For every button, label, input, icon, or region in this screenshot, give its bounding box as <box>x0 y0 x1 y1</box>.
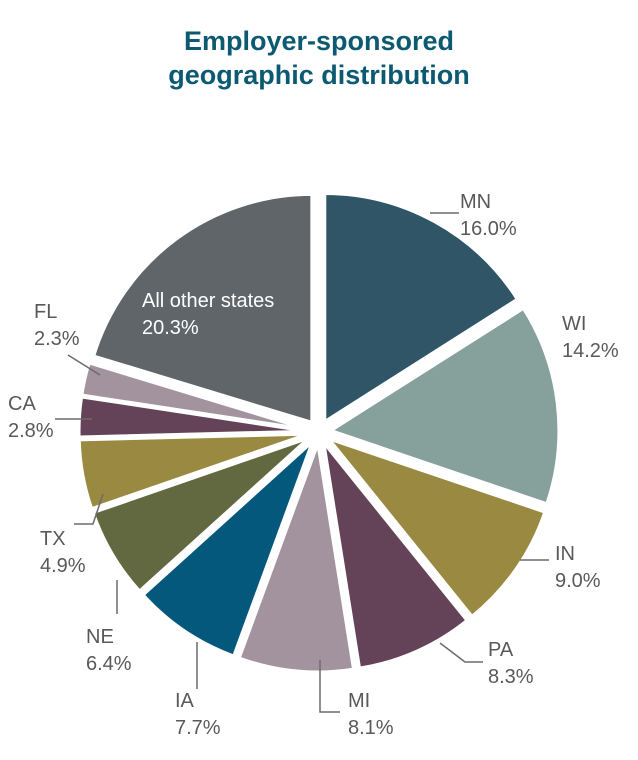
slice-label-pa: PA <box>488 639 514 661</box>
slice-label-all-other-states: All other states <box>142 290 274 312</box>
slice-value-ca: 2.8% <box>8 420 54 442</box>
pie-slice-tx <box>77 432 308 511</box>
pie-slice-pa <box>321 437 470 670</box>
chart-title: Employer-sponsored geographic distributi… <box>0 24 638 92</box>
slice-label-ca: CA <box>8 393 36 415</box>
pie-slice-ne <box>91 436 310 594</box>
slice-value-all-other-states: 20.3% <box>142 317 199 339</box>
slice-label-in: IN <box>555 543 575 565</box>
slice-value-pa: 8.3% <box>488 666 534 688</box>
slice-value-mn: 16.0% <box>460 218 517 240</box>
pie-slice-mi <box>237 438 356 674</box>
slice-value-ia: 7.7% <box>175 717 221 739</box>
slice-value-ne: 6.4% <box>86 653 132 675</box>
pie-slice-ia <box>141 440 314 658</box>
leader-line-mi <box>319 660 340 713</box>
slice-value-fl: 2.3% <box>34 328 80 350</box>
pie-slice-in <box>324 435 547 619</box>
slice-label-wi: WI <box>562 313 586 335</box>
chart-title-line-2: geographic distribution <box>168 60 470 90</box>
leader-line-pa <box>439 642 483 663</box>
slice-value-mi: 8.1% <box>348 717 394 739</box>
slice-label-ia: IA <box>175 690 195 712</box>
slice-label-mi: MI <box>348 690 370 712</box>
slice-label-mn: MN <box>460 191 491 213</box>
leader-line-fl <box>67 354 101 376</box>
pie-slice-ca <box>77 395 308 439</box>
pie-slice-all-other-states <box>91 192 314 425</box>
pie-slice-mn <box>323 191 520 425</box>
slice-label-tx: TX <box>40 528 66 550</box>
pie-slice-wi <box>327 306 561 506</box>
slice-label-fl: FL <box>34 301 57 323</box>
slice-value-in: 9.0% <box>555 570 601 592</box>
slice-label-ne: NE <box>86 626 114 648</box>
chart-title-line-1: Employer-sponsored <box>183 26 455 56</box>
pie-slice-fl <box>80 361 308 431</box>
slice-value-wi: 14.2% <box>562 340 619 362</box>
leader-line-tx <box>74 493 104 525</box>
slice-value-tx: 4.9% <box>40 555 86 577</box>
